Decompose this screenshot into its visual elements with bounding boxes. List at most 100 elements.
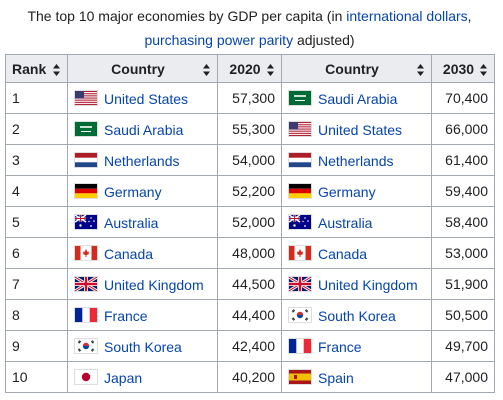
country-cell: Germany: [281, 175, 432, 207]
header-cell[interactable]: Rank: [5, 54, 68, 83]
header-cell[interactable]: Country: [281, 54, 432, 83]
gdp-cell: 55,300: [217, 113, 282, 145]
country-link[interactable]: France: [318, 338, 362, 355]
flag-icon: [74, 151, 98, 168]
header-text: 2020: [229, 60, 261, 77]
gdp-cell: 47,000: [431, 361, 495, 393]
country-cell: Australia: [281, 206, 432, 238]
country-cell: United States: [67, 82, 218, 114]
country-link[interactable]: Germany: [104, 183, 162, 200]
flag-icon: [74, 182, 98, 199]
table-row: 7 United Kingdom 44,500 United Kingdom 51,90…: [5, 268, 495, 300]
rank-cell: 5: [5, 206, 68, 238]
gdp-cell: 66,000: [431, 113, 495, 145]
table-row: 10 Japan 40,200 Spain 47,000: [5, 361, 495, 393]
flag-icon: [288, 337, 312, 354]
table-row: 2 Saudi Arabia 55,300 United States 66,000: [5, 113, 495, 145]
gdp-cell: 40,200: [217, 361, 282, 393]
flag-icon: [288, 244, 312, 261]
rank-cell: 6: [5, 237, 68, 269]
country-link[interactable]: Saudi Arabia: [318, 90, 398, 107]
flag-icon: [288, 213, 312, 230]
caption-link[interactable]: international dollars: [346, 8, 468, 24]
country-link[interactable]: Japan: [104, 369, 143, 386]
gdp-cell: 61,400: [431, 144, 495, 176]
flag-icon: [288, 89, 312, 106]
gdp-cell: 70,400: [431, 82, 495, 114]
table-row: 1 United States 57,300 Saudi Arabia 70,400: [5, 82, 495, 114]
table-row: 5 Australia 52,000 Australia 58,400: [5, 206, 495, 238]
gdp-cell: 59,400: [431, 175, 495, 207]
flag-icon: [288, 306, 312, 323]
header-cell[interactable]: 2020: [217, 54, 282, 83]
gdp-cell: 42,400: [217, 330, 282, 362]
country-cell: United States: [281, 113, 432, 145]
country-link[interactable]: South Korea: [104, 338, 182, 355]
country-link[interactable]: France: [104, 307, 148, 324]
country-cell: Saudi Arabia: [67, 113, 218, 145]
table-row: 4 Germany 52,200 Germany 59,400: [5, 175, 495, 207]
flag-icon: [74, 337, 98, 354]
country-cell: South Korea: [281, 299, 432, 331]
flag-icon: [74, 244, 98, 261]
sort-icon: [53, 63, 60, 76]
flag-icon: [288, 182, 312, 199]
country-link[interactable]: Spain: [318, 369, 354, 386]
gdp-cell: 57,300: [217, 82, 282, 114]
country-link[interactable]: United States: [318, 121, 403, 138]
rank-cell: 3: [5, 144, 68, 176]
rank-cell: 10: [5, 361, 68, 393]
country-link[interactable]: Canada: [318, 245, 368, 262]
flag-icon: [74, 120, 98, 137]
gdp-cell: 51,900: [431, 268, 495, 300]
caption: The top 10 major economies by GDP per ca…: [5, 4, 494, 52]
country-link[interactable]: Saudi Arabia: [104, 121, 184, 138]
country-link[interactable]: United States: [104, 90, 189, 107]
country-link[interactable]: Netherlands: [104, 152, 180, 169]
header-text: Country: [325, 60, 379, 77]
rank-cell: 8: [5, 299, 68, 331]
header-text: Rank: [12, 60, 47, 77]
flag-icon: [288, 120, 312, 137]
country-cell: France: [281, 330, 432, 362]
gdp-cell: 58,400: [431, 206, 495, 238]
country-link[interactable]: Australia: [104, 214, 159, 231]
country-cell: Saudi Arabia: [281, 82, 432, 114]
table-body: 1 United States 57,300 Saudi Arabia 70,400 2 S…: [5, 82, 495, 393]
country-link[interactable]: Netherlands: [318, 152, 394, 169]
country-link[interactable]: United Kingdom: [104, 276, 204, 293]
country-cell: Netherlands: [281, 144, 432, 176]
flag-icon: [288, 276, 312, 292]
sort-icon: [267, 63, 274, 76]
flag-icon: [74, 89, 98, 106]
gdp-cell: 52,000: [217, 206, 282, 238]
country-link[interactable]: Australia: [318, 214, 373, 231]
country-link[interactable]: United Kingdom: [318, 276, 418, 293]
country-cell: South Korea: [67, 330, 218, 362]
rank-cell: 1: [5, 82, 68, 114]
country-cell: Canada: [67, 237, 218, 269]
gdp-table: Rank Country 2020 Country 2030 1 United State…: [5, 54, 495, 393]
caption-text: adjusted): [293, 32, 355, 48]
country-cell: Spain: [281, 361, 432, 393]
country-link[interactable]: Germany: [318, 183, 376, 200]
country-cell: Canada: [281, 237, 432, 269]
flag-icon: [74, 213, 98, 230]
caption-link[interactable]: purchasing power parity: [144, 32, 294, 48]
table-row: 3 Netherlands 54,000 Netherlands 61,400: [5, 144, 495, 176]
country-cell: France: [67, 299, 218, 331]
flag-icon: [74, 276, 98, 292]
country-link[interactable]: Canada: [104, 245, 154, 262]
country-cell: United Kingdom: [67, 268, 218, 300]
gdp-cell: 44,400: [217, 299, 282, 331]
header-row: Rank Country 2020 Country 2030: [5, 54, 495, 83]
header-cell[interactable]: Country: [67, 54, 218, 83]
gdp-cell: 54,000: [217, 144, 282, 176]
sort-icon: [480, 63, 487, 76]
header-cell[interactable]: 2030: [431, 54, 495, 83]
gdp-cell: 52,200: [217, 175, 282, 207]
rank-cell: 7: [5, 268, 68, 300]
gdp-cell: 44,500: [217, 268, 282, 300]
country-link[interactable]: South Korea: [318, 307, 396, 324]
